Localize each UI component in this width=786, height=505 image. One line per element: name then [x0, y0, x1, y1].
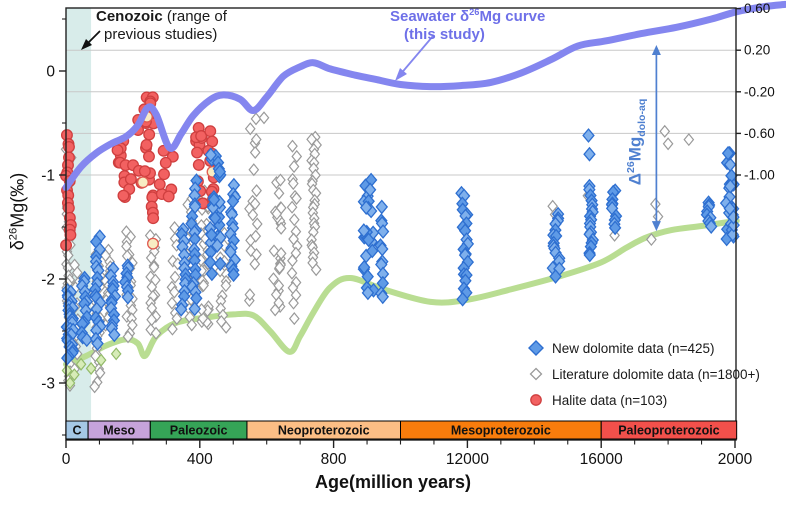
svg-text:800: 800 [321, 451, 347, 468]
era-bands: C Meso Paleozoic Neoproterozoic Mesoproteroz… [65, 420, 738, 440]
svg-text:-1.00: -1.00 [744, 168, 775, 183]
svg-text:Paleoproterozoic: Paleoproterozoic [618, 424, 719, 438]
era-band-paleoproterozoic [600, 420, 738, 440]
seawater-label-sup: 26 [469, 7, 480, 17]
svg-text:-3: -3 [41, 376, 55, 393]
y-title-post: Mg(‰) [7, 172, 28, 228]
legend-label-new-dolomite: New dolomite data (n=425) [552, 340, 715, 356]
delta-range-arrow-icon [651, 45, 661, 232]
delta-label-sup: 26 [625, 161, 638, 173]
legend: New dolomite data (n=425) Literature dol… [527, 335, 760, 413]
seawater-label-post: Mg curve [479, 8, 546, 25]
legend-label-halite: Halite data (n=103) [552, 392, 668, 408]
y-title-pre: δ [7, 240, 28, 251]
svg-text:2000: 2000 [718, 451, 753, 468]
cenozoic-annotation: Cenozoic (range of previous studies) [96, 8, 227, 45]
cenozoic-annotation-bold: Cenozoic [96, 8, 163, 25]
new-dolomite-marker-icon [527, 340, 545, 356]
halite-marker-icon [527, 393, 545, 407]
svg-text:Mesoproterozoic: Mesoproterozoic [451, 424, 551, 438]
seawater-label-pre: Seawater δ [390, 8, 470, 25]
svg-text:0.20: 0.20 [744, 43, 770, 58]
delta-label-sub: dolo-aq [636, 98, 649, 137]
svg-text:-2: -2 [41, 272, 55, 289]
svg-text:0: 0 [62, 451, 71, 468]
svg-text:C: C [73, 424, 82, 438]
cenozoic-annotation-rest: (range of [162, 8, 227, 25]
delta-label-mid: Mg [625, 136, 645, 162]
svg-text:-0.20: -0.20 [744, 84, 775, 99]
svg-text:16000: 16000 [580, 451, 623, 468]
legend-item-halite: Halite data (n=103) [527, 387, 760, 413]
axes: 0 400 800 12000 16000 20000-1-2-30.600.20-0.2… [41, 1, 775, 468]
delta-dolo-aq-label: Δ26Mgdolo-aq [625, 69, 649, 215]
legend-label-literature-dolomite: Literature dolomite data (n=1800+) [552, 366, 760, 382]
y-axis-title: δ26Mg(‰) [8, 157, 29, 267]
legend-item-new-dolomite: New dolomite data (n=425) [527, 335, 760, 361]
delta-label-pre: Δ [625, 173, 645, 186]
literature-dolomite-marker-icon [527, 367, 545, 381]
svg-text:0.60: 0.60 [744, 1, 770, 16]
svg-text:-1: -1 [41, 168, 55, 185]
lower-bound-curve [63, 217, 740, 368]
x-axis-title: Age(million years) [314, 472, 472, 492]
seawater-label-line2: (this study) [404, 26, 485, 44]
svg-text:Paleozoic: Paleozoic [170, 424, 228, 438]
svg-text:Neoproterozoic: Neoproterozoic [278, 424, 370, 438]
svg-text:0: 0 [46, 64, 55, 81]
svg-text:400: 400 [187, 451, 213, 468]
svg-text:12000: 12000 [446, 451, 489, 468]
seawater-curve [62, 0, 786, 191]
series-new-dolomite-data [60, 128, 740, 366]
seawater-arrow-icon [395, 35, 434, 81]
seawater-curve-annotation: Seawater δ26Mg curve (this study) [390, 7, 545, 45]
cenozoic-arrow-icon [81, 30, 101, 50]
legend-item-literature-dolomite: Literature dolomite data (n=1800+) [527, 361, 760, 387]
svg-text:Meso: Meso [103, 424, 135, 438]
cenozoic-annotation-line2: previous studies) [104, 26, 218, 44]
svg-text:-0.60: -0.60 [744, 126, 775, 141]
y-title-sup: 26 [7, 227, 20, 241]
